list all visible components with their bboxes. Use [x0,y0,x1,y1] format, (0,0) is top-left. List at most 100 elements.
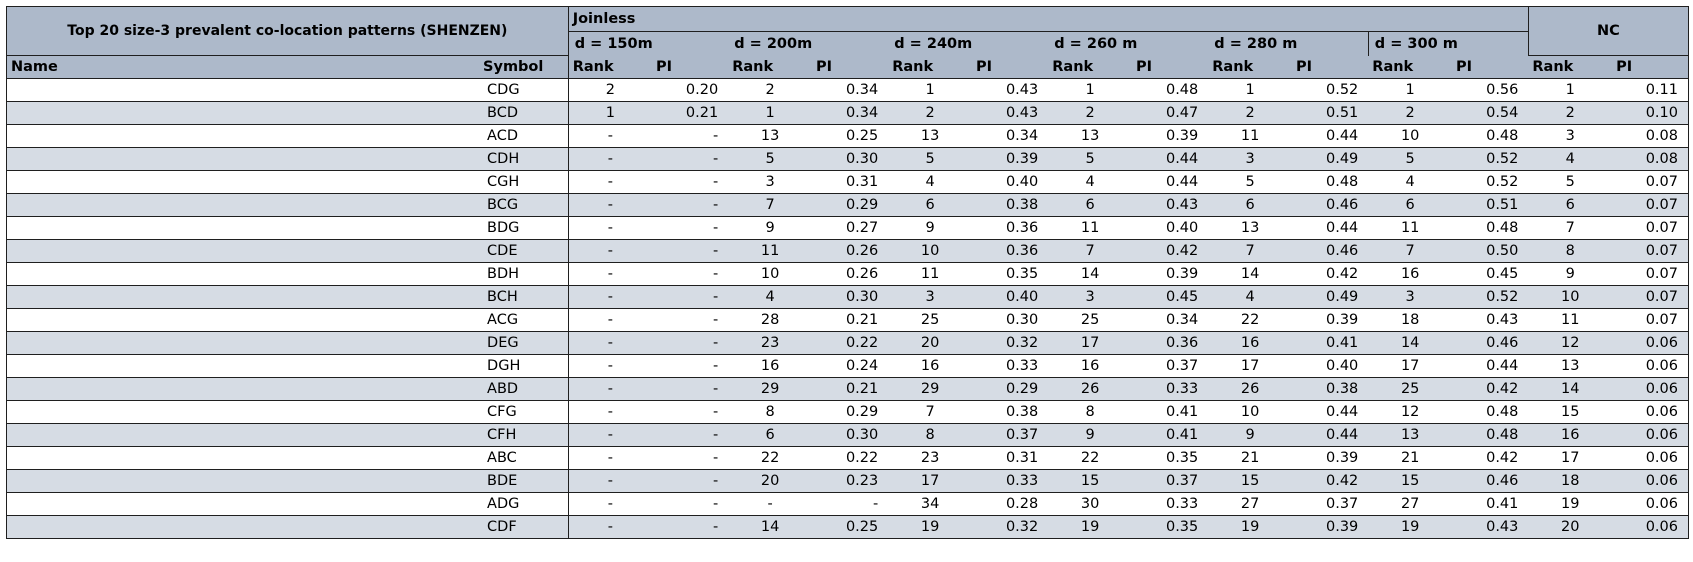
rank-cell: 6 [1368,193,1453,217]
pi-cell: 0.39 [1292,308,1369,332]
pi-cell: 0.06 [1612,354,1690,378]
pi-cell: - [651,193,729,217]
rank-cell: 29 [728,377,812,401]
rank-cell: 3 [1528,124,1613,148]
rank-cell: 4 [728,285,812,309]
pi-cell: 0.20 [651,78,729,102]
rank-cell: 9 [1528,262,1613,286]
rank-cell: 1 [1528,78,1613,102]
rank-cell: 18 [1528,469,1613,493]
symbol-cell: CDE [479,239,569,263]
symbol-cell: BDG [479,216,569,240]
rank-cell: 15 [1208,469,1293,493]
pi-cell: - [811,492,889,516]
pi-cell: 0.31 [811,170,889,194]
pi-cell: 0.33 [972,469,1049,493]
pi-cell: 0.44 [1292,124,1369,148]
pi-cell: 0.49 [1292,285,1369,309]
pi-cell: 0.43 [1452,308,1529,332]
table-row: CDE - -11 0.26 10 0.36 7 0.42 7 0.46 7 0.50 8 0.07 [6,239,1690,263]
rank-cell: 2 [888,101,972,125]
rank-cell: 22 [1048,446,1133,470]
name-cell [6,216,480,240]
name-cell [6,400,480,424]
rank-cell: 4 [1208,285,1293,309]
rank-cell: 29 [888,377,972,401]
pi-cell: 0.39 [1132,124,1209,148]
name-cell [6,469,480,493]
rank-cell: 34 [888,492,972,516]
pi-cell: 0.37 [1132,469,1209,493]
rank-cell: 10 [1528,285,1613,309]
pi-cell: 0.39 [1292,515,1369,539]
pi-cell: 0.37 [972,423,1049,447]
pi-cell: 0.36 [972,239,1049,263]
pi-cell: 0.39 [1132,262,1209,286]
pi-cell: 0.38 [972,193,1049,217]
pi-cell: 0.38 [972,400,1049,424]
rank-cell: 27 [1368,492,1453,516]
column-header-name: Name [6,55,480,79]
column-header-pi: PI [811,55,889,79]
rank-cell: 1 [1368,78,1453,102]
rank-cell: 14 [1208,262,1293,286]
pi-cell: 0.07 [1612,170,1690,194]
name-cell [6,101,480,125]
rank-cell: 11 [1528,308,1613,332]
rank-cell: 7 [728,193,812,217]
rank-cell: - [567,469,652,493]
rank-cell: 8 [728,400,812,424]
pi-cell: 0.50 [1452,239,1529,263]
pi-cell: 0.44 [1132,147,1209,171]
name-cell [6,515,480,539]
pi-cell: - [651,239,729,263]
rank-cell: 1 [1208,78,1293,102]
rank-cell: 21 [1368,446,1453,470]
rank-cell: 4 [888,170,972,194]
name-cell [6,492,480,516]
rank-cell: - [567,147,652,171]
rank-cell: - [567,492,652,516]
rank-cell: 4 [1368,170,1453,194]
pi-cell: 0.44 [1292,216,1369,240]
pi-cell: 0.52 [1452,147,1529,171]
pi-cell: 0.48 [1452,216,1529,240]
rank-cell: 3 [1048,285,1133,309]
symbol-cell: DEG [479,331,569,355]
pi-cell: 0.30 [972,308,1049,332]
distance-header: d = 260 m [1048,30,1209,56]
pi-cell: 0.39 [972,147,1049,171]
pi-cell: - [651,308,729,332]
pi-cell: 0.32 [972,515,1049,539]
name-cell [6,170,480,194]
pi-cell: 0.44 [1292,423,1369,447]
symbol-cell: BCH [479,285,569,309]
pi-cell: 0.37 [1132,354,1209,378]
rank-cell: 1 [1048,78,1133,102]
rank-cell: 8 [1528,239,1613,263]
rank-cell: 12 [1528,331,1613,355]
nc-group-header: NC [1527,6,1690,56]
pi-cell: 0.51 [1452,193,1529,217]
table-row: BCH - -4 0.30 3 0.40 3 0.45 4 0.49 3 0.52 10 0.07 [6,285,1690,309]
distance-header: d = 240m [888,30,1049,56]
rank-cell: 17 [1528,446,1613,470]
table-row: DGH - -16 0.24 16 0.33 16 0.37 17 0.40 17 0.44 13 0.0… [6,354,1690,378]
symbol-cell: ABC [479,446,569,470]
table-row: BCG - -7 0.29 6 0.38 6 0.43 6 0.46 6 0.51 6 0.07 [6,193,1690,217]
rank-cell: 16 [728,354,812,378]
pi-cell: 0.41 [1452,492,1529,516]
pi-cell: 0.24 [811,354,889,378]
rank-cell: 3 [728,170,812,194]
pi-cell: 0.06 [1612,400,1690,424]
pi-cell: 0.42 [1452,377,1529,401]
rank-cell: 17 [1048,331,1133,355]
pi-cell: 0.40 [1292,354,1369,378]
rank-cell: 7 [1048,239,1133,263]
pi-cell: 0.25 [811,124,889,148]
rank-cell: 10 [1208,400,1293,424]
rank-cell: 6 [1208,193,1293,217]
rank-cell: 10 [888,239,972,263]
rank-cell: 22 [1208,308,1293,332]
pi-cell: 0.36 [1132,331,1209,355]
